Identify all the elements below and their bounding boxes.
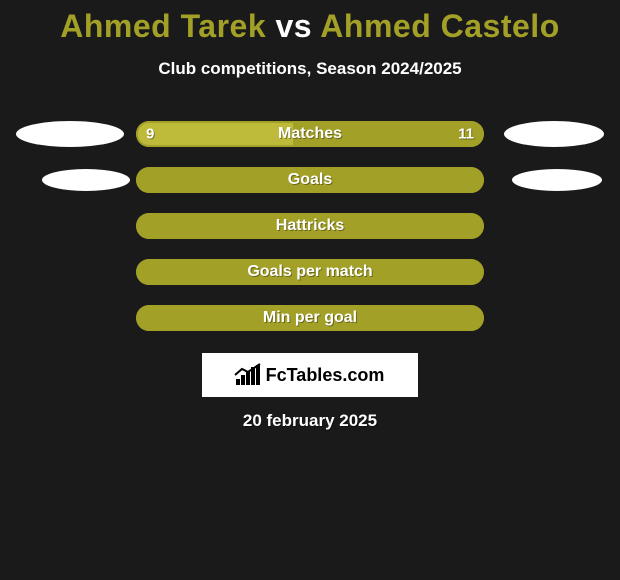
left-marker-wrap — [10, 121, 130, 147]
stat-bar: 9 11 Matches — [136, 121, 484, 147]
logo-text: FcTables.com — [266, 365, 385, 386]
right-marker-wrap — [490, 169, 610, 191]
stat-bar: Min per goal — [136, 305, 484, 331]
stat-label: Goals — [288, 171, 332, 189]
stat-bar: Goals — [136, 167, 484, 193]
stat-label: Matches — [278, 125, 342, 143]
stat-label: Goals per match — [247, 263, 372, 281]
stat-value-left: 9 — [146, 126, 154, 143]
player2-marker — [504, 121, 604, 147]
bar-left-fill — [136, 121, 293, 147]
stat-bar: Hattricks — [136, 213, 484, 239]
chart-icon — [236, 365, 260, 385]
comparison-chart: 9 11 Matches Goals Hattricks Goals per match M… — [0, 111, 620, 341]
title-player2: Ahmed Castelo — [320, 8, 559, 44]
stat-label: Hattricks — [276, 217, 344, 235]
right-marker-wrap — [490, 121, 610, 147]
player1-marker — [16, 121, 124, 147]
subtitle: Club competitions, Season 2024/2025 — [0, 59, 620, 79]
stat-row: Hattricks — [10, 203, 610, 249]
comparison-infographic: Ahmed Tarek vs Ahmed Castelo Club compet… — [0, 0, 620, 431]
stat-row: Goals — [10, 157, 610, 203]
title-player1: Ahmed Tarek — [60, 8, 266, 44]
player2-marker — [512, 169, 602, 191]
stat-label: Min per goal — [263, 309, 357, 327]
site-logo: FcTables.com — [202, 353, 418, 397]
left-marker-wrap — [10, 169, 130, 191]
page-title: Ahmed Tarek vs Ahmed Castelo — [0, 0, 620, 45]
player1-marker — [42, 169, 130, 191]
stat-row: Goals per match — [10, 249, 610, 295]
footer-date: 20 february 2025 — [0, 411, 620, 431]
stat-row: 9 11 Matches — [10, 111, 610, 157]
stat-row: Min per goal — [10, 295, 610, 341]
stat-value-right: 11 — [458, 126, 474, 143]
stat-bar: Goals per match — [136, 259, 484, 285]
title-vs: vs — [276, 8, 313, 44]
